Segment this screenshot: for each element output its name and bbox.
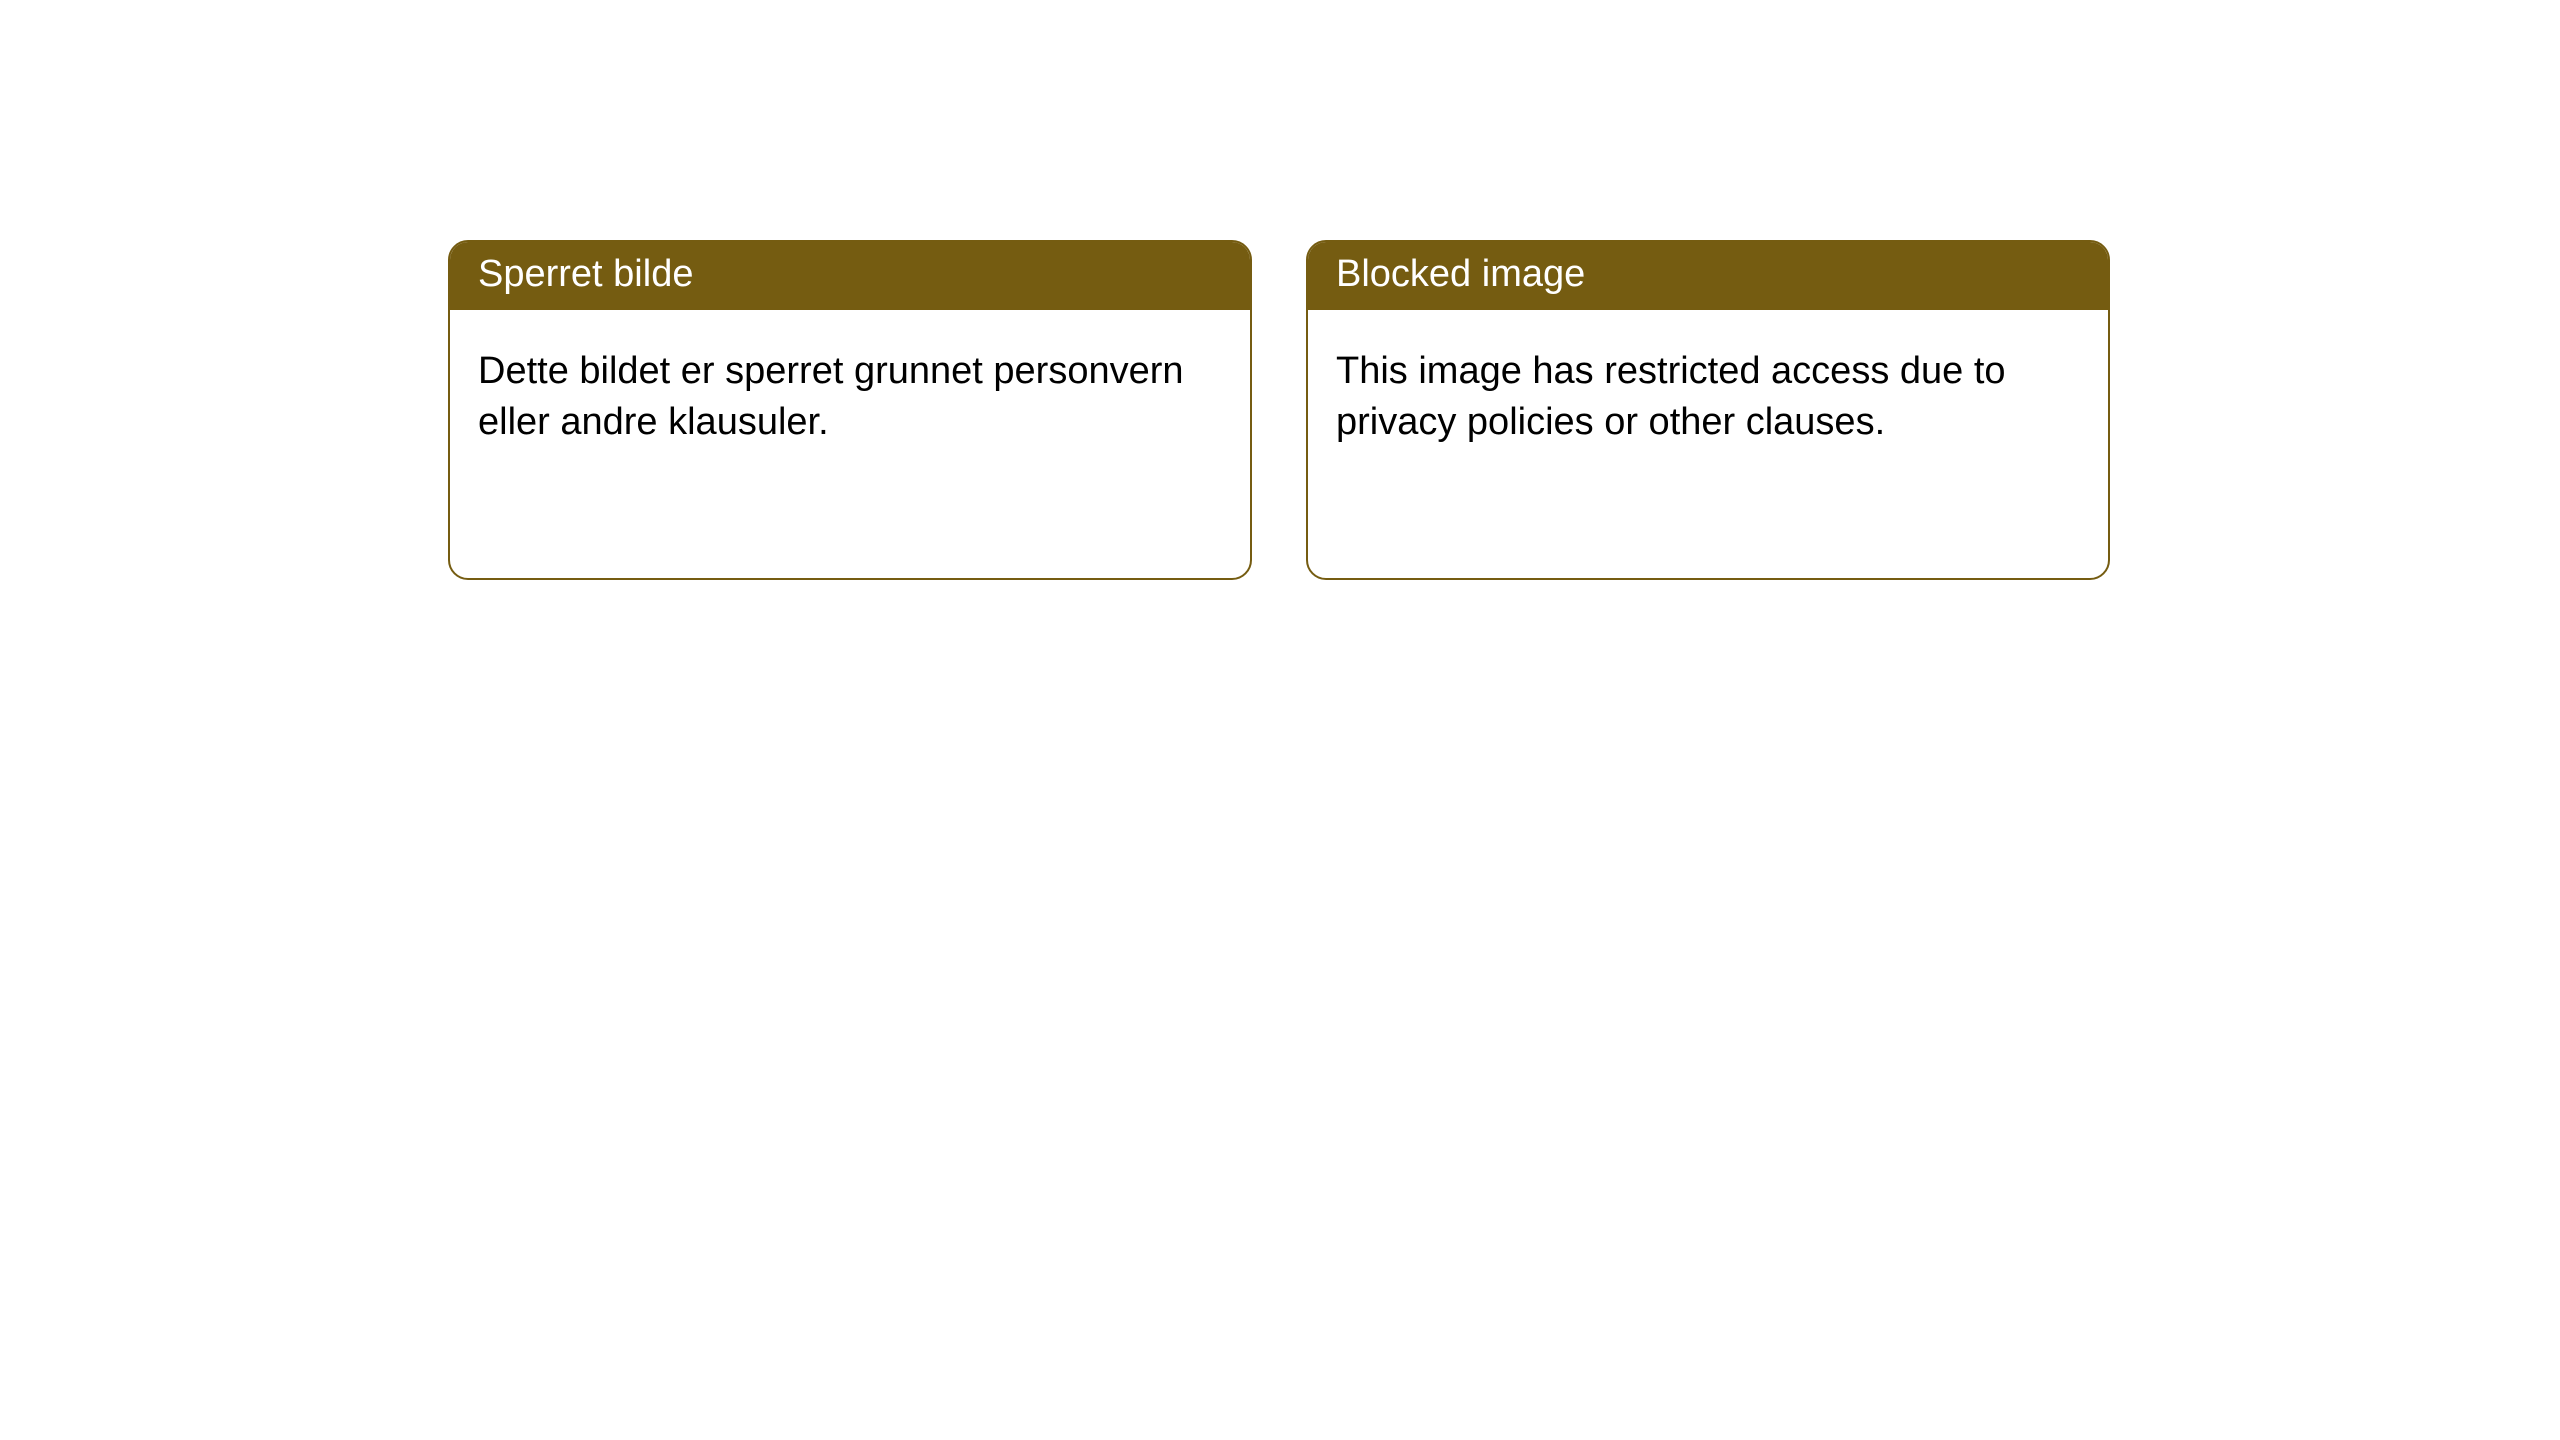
notice-card-english: Blocked image This image has restricted … bbox=[1306, 240, 2110, 580]
card-title: Sperret bilde bbox=[478, 253, 693, 295]
card-body: Dette bildet er sperret grunnet personve… bbox=[450, 310, 1250, 578]
card-body: This image has restricted access due to … bbox=[1308, 310, 2108, 578]
notice-card-norwegian: Sperret bilde Dette bildet er sperret gr… bbox=[448, 240, 1252, 580]
card-header: Sperret bilde bbox=[450, 242, 1250, 310]
card-title: Blocked image bbox=[1336, 253, 1585, 295]
notice-container: Sperret bilde Dette bildet er sperret gr… bbox=[0, 0, 2560, 580]
card-header: Blocked image bbox=[1308, 242, 2108, 310]
card-message: This image has restricted access due to … bbox=[1336, 350, 2006, 443]
card-message: Dette bildet er sperret grunnet personve… bbox=[478, 350, 1184, 443]
